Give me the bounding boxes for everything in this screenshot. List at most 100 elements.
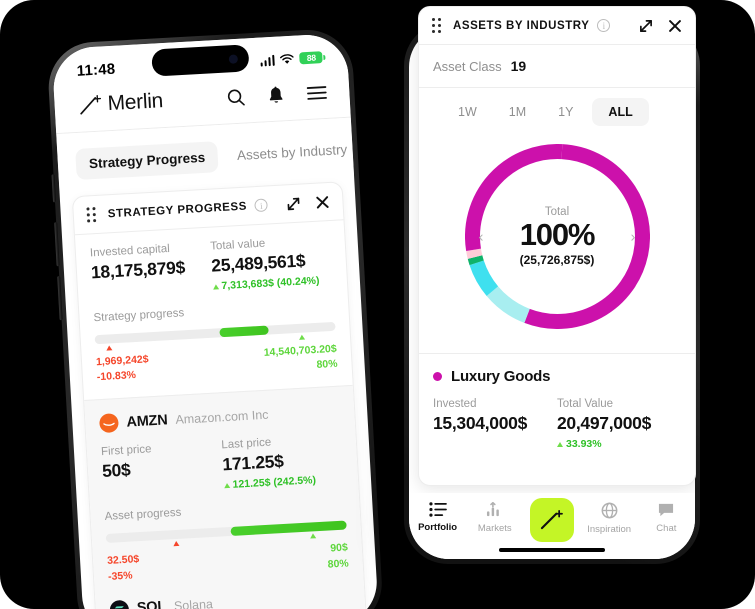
asset-row-sol[interactable]: SOL Solana: [109, 587, 351, 609]
amazon-coin-icon: [98, 413, 120, 434]
chevron-left-icon[interactable]: ‹: [478, 228, 484, 245]
tab-assets-by-industry[interactable]: Assets by Industry: [236, 141, 348, 164]
battery-icon: 88: [299, 51, 326, 65]
donut-chart[interactable]: Total 100% (25,726,875$) ‹ ›: [464, 144, 650, 329]
asset-header: AMZN Amazon.com Inc: [98, 401, 341, 434]
nav-item-portfolio[interactable]: Portfolio: [410, 502, 466, 533]
asset-class-row[interactable]: Asset Class 19: [419, 45, 695, 88]
asset-company-name: Solana: [173, 597, 214, 609]
assets-by-industry-card: ASSETS BY INDUSTRY i Asset Class 19 1W: [418, 6, 696, 486]
range-all[interactable]: ALL: [592, 98, 649, 126]
legend-total-label: Total Value: [557, 398, 614, 410]
donut-segment[interactable]: [465, 248, 482, 259]
asset-ticker: AMZN: [126, 412, 168, 431]
strategy-progress-fill: [219, 325, 269, 338]
left-phone-screen: 11:48 88: [51, 32, 379, 609]
status-icons: 88: [259, 47, 326, 67]
asset-ticker: SOL: [136, 599, 167, 609]
card-header: ASSETS BY INDUSTRY i: [419, 7, 695, 45]
magic-wand-fab-button[interactable]: [529, 498, 574, 542]
cellular-bars-icon: [260, 54, 276, 67]
expand-icon[interactable]: [286, 196, 301, 211]
legend-section: Luxury Goods Invested 15,304,000$ Total …: [419, 353, 695, 450]
wifi-icon: [280, 53, 295, 64]
list-icon: [428, 502, 447, 517]
drag-handle-icon[interactable]: [86, 207, 97, 223]
card-body: Invested capital 18,175,879$ Total value…: [75, 220, 353, 400]
strategy-loss-value: 1,969,242$: [95, 353, 149, 369]
phone-mute-button[interactable]: [51, 174, 57, 203]
chevron-right-icon[interactable]: ›: [630, 228, 636, 245]
brand-name: Merlin: [106, 89, 164, 116]
legend-values-row: Invested 15,304,000$ Total Value 20,497,…: [433, 398, 681, 450]
tab-strategy-progress[interactable]: Strategy Progress: [75, 141, 219, 181]
search-icon[interactable]: [226, 87, 246, 107]
total-value-value: 25,489,561$: [210, 250, 306, 276]
donut-center-readout: Total 100% (25,726,875$): [465, 144, 650, 329]
magic-wand-icon: [541, 510, 564, 530]
notification-bell-icon[interactable]: [267, 85, 285, 105]
card-header: STRATEGY PROGRESS i: [72, 182, 344, 236]
donut-segment[interactable]: [523, 144, 650, 329]
donut-percent-value: 100%: [519, 217, 596, 253]
donut-amount-value: (25,726,875$): [519, 252, 595, 267]
donut-segment[interactable]: [469, 260, 498, 296]
nav-item-inspiration[interactable]: Inspiration: [581, 502, 637, 535]
range-1w[interactable]: 1W: [458, 105, 477, 119]
front-camera-icon: [228, 53, 238, 64]
status-bar: 11:48 88: [51, 32, 349, 92]
info-icon[interactable]: i: [597, 19, 611, 32]
asset-class-value: 19: [510, 58, 527, 74]
gain-marker-icon: [310, 533, 317, 539]
app-header: Merlin: [53, 74, 351, 134]
asset-loss-value: 32.50$: [106, 553, 140, 568]
asset-row-amzn[interactable]: AMZN Amazon.com Inc First price 50$ Last…: [84, 385, 366, 609]
brand-logo[interactable]: Merlin: [78, 89, 164, 118]
range-1y[interactable]: 1Y: [558, 105, 574, 119]
home-indicator: [499, 547, 605, 552]
legend-total-block: Total Value 20,497,000$ 33.93%: [557, 398, 681, 450]
first-price-value: 50$: [101, 459, 131, 482]
dynamic-island: [150, 44, 250, 77]
loss-marker-icon: [173, 541, 180, 547]
last-price-value: 171.25$: [221, 451, 285, 475]
gain-marker-icon: [299, 334, 306, 340]
donut-segment[interactable]: [464, 144, 562, 251]
asset-delta: 121.25$ (242.5%): [223, 473, 344, 492]
asset-delta-text: 121.25$ (242.5%): [232, 474, 317, 492]
donut-segment[interactable]: [467, 255, 484, 266]
nav-item-markets[interactable]: Markets: [467, 502, 523, 534]
range-1m[interactable]: 1M: [508, 105, 527, 119]
donut-segment[interactable]: [486, 286, 530, 323]
status-time: 11:48: [76, 60, 116, 80]
total-value-delta-text: 7,313,683$ (40.24%): [221, 274, 320, 293]
globe-icon: [601, 502, 618, 519]
legend-color-dot: [433, 372, 442, 381]
legend-invested-value: 15,304,000$: [433, 413, 528, 433]
asset-price-row: First price 50$ Last price 171.25$ 121.2…: [101, 433, 345, 498]
trend-up-icon: [557, 441, 563, 447]
nav-item-chat[interactable]: Chat: [638, 502, 694, 534]
close-icon[interactable]: [315, 194, 330, 209]
legend-delta: 33.93%: [557, 438, 681, 450]
legend-delta-text: 33.93%: [566, 438, 602, 450]
nav-label-portfolio: Portfolio: [418, 522, 458, 533]
legend-invested-label: Invested: [433, 398, 477, 410]
total-value-delta: 7,313,683$ (40.24%): [212, 274, 333, 293]
hamburger-menu-icon[interactable]: [306, 84, 328, 100]
strategy-loss-pct: -10.83%: [96, 369, 137, 384]
bar-chart-icon: [487, 502, 500, 517]
total-value-block: Total value 25,489,561$ 7,313,683$ (40.2…: [210, 234, 333, 293]
info-icon[interactable]: i: [254, 198, 269, 213]
nav-label-chat: Chat: [656, 523, 677, 534]
legend-header: Luxury Goods: [433, 368, 681, 385]
drag-handle-icon[interactable]: [432, 18, 441, 33]
expand-icon[interactable]: [639, 19, 653, 33]
merlin-logo-icon: [78, 93, 105, 116]
nav-item-create[interactable]: [524, 498, 580, 542]
invested-capital-value: 18,175,879$: [90, 257, 186, 283]
close-icon[interactable]: [668, 19, 682, 33]
first-price-block: First price 50$: [101, 440, 224, 499]
loss-marker-icon: [106, 345, 113, 351]
